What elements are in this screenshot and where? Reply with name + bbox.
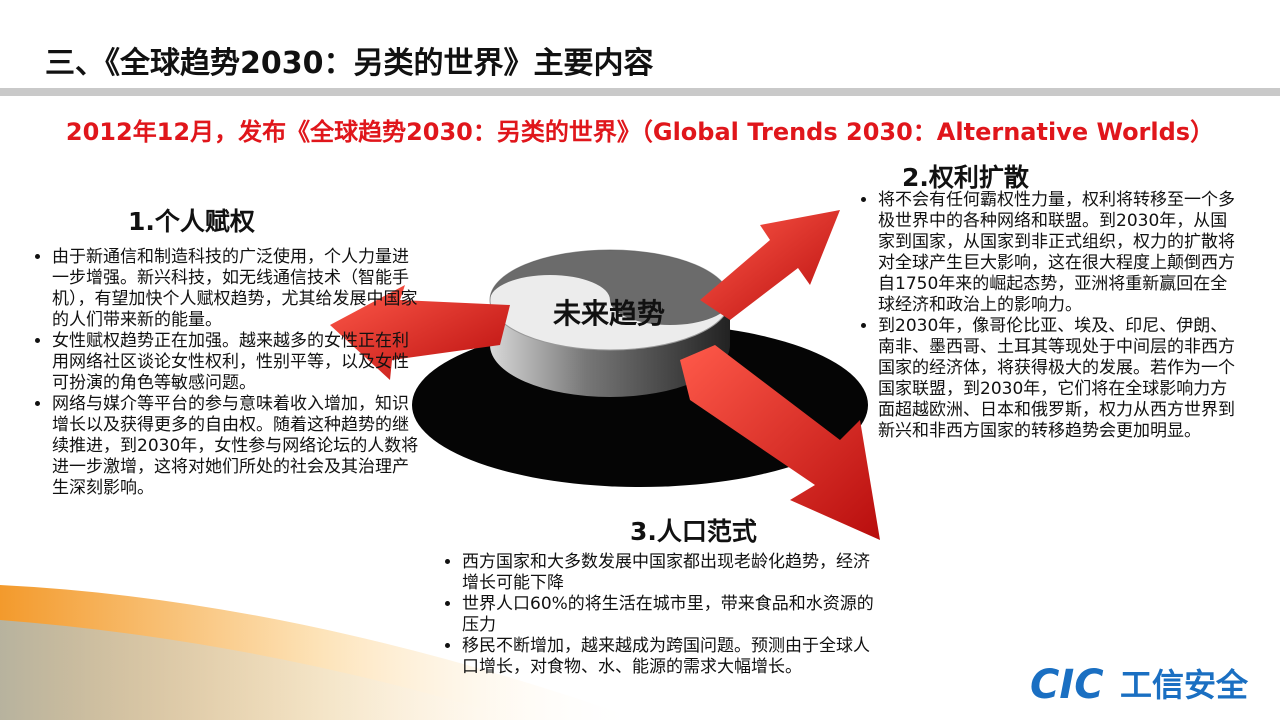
- section-heading: 3.人口范式: [630, 517, 757, 546]
- bullet-list: 由于新通信和制造科技的广泛使用，个人力量进一步增强。新兴科技，如无线通信技术（智…: [30, 247, 422, 499]
- title-bar: [0, 88, 1280, 96]
- bullet: 网络与媒介等平台的参与意味着收入增加，知识增长以及获得更多的自由权。随着这种趋势…: [52, 394, 422, 499]
- bullet: 世界人口60%的将生活在城市里，带来食品和水资源的压力: [462, 594, 882, 636]
- subtitle: 2012年12月，发布《全球趋势2030：另类的世界》（Global Trend…: [65, 118, 1215, 146]
- bullet: 到2030年，像哥伦比亚、埃及、印尼、伊朗、南非、墨西哥、土耳其等现处于中间层的…: [878, 316, 1240, 442]
- title: 三、《全球趋势2030：另类的世界》主要内容: [45, 46, 654, 81]
- bullet-list: 西方国家和大多数发展中国家都出现老龄化趋势，经济增长可能下降世界人口60%的将生…: [440, 552, 882, 678]
- bullet: 移民不断增加，越来越成为跨国问题。预测由于全球人口增长，对食物、水、能源的需求大…: [462, 636, 882, 678]
- logo-text: 工信安全: [1120, 666, 1249, 704]
- bullet: 女性赋权趋势正在加强。越来越多的女性正在利用网络社区谈论女性权利，性别平等，以及…: [52, 331, 422, 394]
- bullet: 西方国家和大多数发展中国家都出现老龄化趋势，经济增长可能下降: [462, 552, 882, 594]
- bullet: 将不会有任何霸权性力量，权利将转移至一个多极世界中的各种网络和联盟。到2030年…: [878, 190, 1240, 316]
- arrow-down: [680, 345, 880, 540]
- section-heading: 1.个人赋权: [128, 207, 255, 236]
- wave: [0, 620, 520, 720]
- section-heading: 2.权利扩散: [902, 163, 1029, 192]
- arrow-up: [700, 210, 840, 320]
- logo-mark: CIC: [1030, 662, 1104, 708]
- bullet: 由于新通信和制造科技的广泛使用，个人力量进一步增强。新兴科技，如无线通信技术（智…: [52, 247, 422, 331]
- arrow-left: [330, 285, 510, 380]
- center-label: 未来趋势: [553, 297, 666, 330]
- bullet-list: 将不会有任何霸权性力量，权利将转移至一个多极世界中的各种网络和联盟。到2030年…: [856, 190, 1240, 442]
- yin-yang: [490, 250, 730, 325]
